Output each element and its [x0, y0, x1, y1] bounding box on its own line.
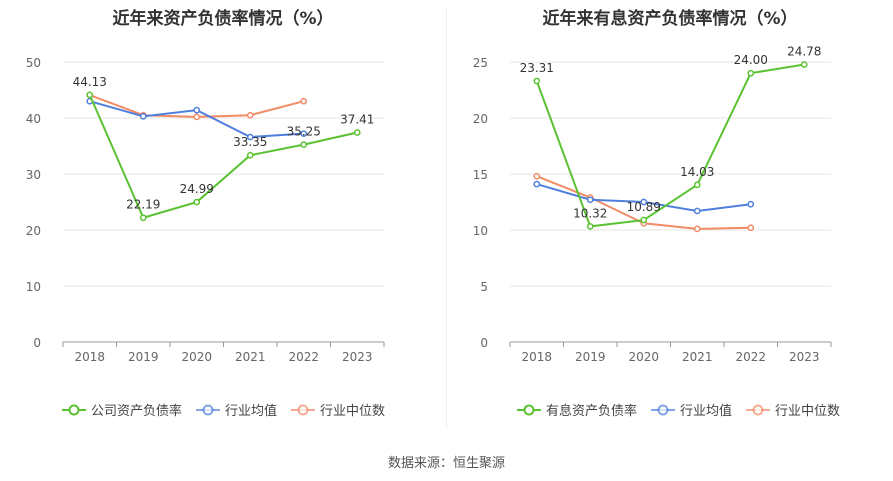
data-point	[640, 216, 648, 224]
series-line	[88, 94, 358, 219]
data-point	[533, 77, 541, 85]
legend-item[interactable]: 行业中位数	[746, 404, 840, 419]
data-point	[86, 91, 94, 99]
y-tick-label: 15	[473, 168, 488, 182]
data-label: 33.35	[233, 135, 267, 149]
y-tick-label: 20	[473, 112, 488, 126]
data-label: 35.25	[287, 125, 321, 139]
x-tick-label: 2022	[735, 350, 766, 364]
data-point	[300, 141, 308, 148]
data-label: 24.00	[734, 53, 768, 67]
data-label: 10.89	[627, 200, 661, 214]
x-tick-label: 2022	[288, 350, 319, 364]
data-point	[640, 198, 648, 206]
data-point	[586, 196, 594, 204]
data-point	[193, 113, 201, 121]
data-point	[747, 69, 755, 77]
data-point	[693, 207, 701, 215]
x-tick-label: 2020	[181, 350, 212, 364]
x-tick-label: 2018	[521, 350, 552, 364]
legend-item[interactable]: 行业均值	[196, 403, 277, 419]
legend-item[interactable]: 公司资产负债率	[62, 403, 182, 419]
chart-title: 近年来资产负债率情况（%）	[112, 9, 334, 29]
data-point	[353, 129, 361, 136]
data-point	[747, 200, 755, 208]
chart-title: 近年来有息资产负债率情况（%）	[542, 9, 798, 29]
data-point	[693, 225, 701, 233]
y-tick-label: 0	[33, 336, 41, 350]
y-tick-label: 50	[26, 56, 41, 70]
legend-marker-icon	[68, 404, 80, 416]
legend-marker-icon	[297, 404, 309, 416]
legend-label: 行业中位数	[775, 404, 840, 419]
legend-label: 行业均值	[225, 403, 277, 419]
series-line	[535, 63, 805, 228]
data-label: 24.78	[787, 44, 821, 58]
data-label: 10.32	[573, 206, 607, 220]
data-point	[800, 61, 808, 68]
legend-label: 行业中位数	[320, 404, 385, 419]
data-point	[300, 97, 308, 105]
x-tick-label: 2023	[342, 350, 373, 364]
chart-left-plot: 0 10 20 30 40 50 2018 2019 2020 2021 2022 2023 44.13…	[26, 56, 385, 419]
data-label: 24.99	[180, 182, 214, 196]
chart-right: 近年来有息资产负债率情况（%） 0 5 10 15 20 25 2018 2019 2020 20…	[447, 0, 893, 440]
data-label: 37.41	[340, 113, 374, 127]
legend-item[interactable]: 行业中位数	[291, 404, 385, 419]
legend-marker-icon	[752, 404, 764, 416]
x-tick-label: 2019	[128, 350, 159, 364]
y-tick-label: 25	[473, 56, 488, 70]
data-point	[533, 172, 541, 180]
data-point	[246, 151, 254, 159]
legend-item[interactable]: 行业均值	[651, 403, 732, 419]
panel-divider	[446, 8, 447, 428]
chart-left: 近年来资产负债率情况（%） 0 10 20 30 40 50 2018 2019 2020 202…	[0, 0, 446, 440]
data-point	[193, 106, 201, 114]
legend-marker-icon	[523, 404, 535, 416]
data-source: 数据来源：恒生聚源	[387, 456, 505, 471]
data-point	[533, 180, 541, 188]
legend-item[interactable]: 有息资产负债率	[517, 403, 637, 419]
data-label: 44.13	[73, 75, 107, 89]
x-tick-label: 2023	[789, 350, 820, 364]
legend-label: 公司资产负债率	[91, 403, 182, 419]
x-tick-label: 2018	[74, 350, 105, 364]
data-point	[193, 198, 201, 206]
legend-label: 有息资产负债率	[546, 403, 637, 419]
chart-right-plot: 0 5 10 15 20 25 2018 2019 2020 2021 2022 2023 23.31 1…	[473, 44, 840, 419]
y-tick-label: 10	[473, 224, 488, 238]
data-point	[139, 112, 147, 120]
y-tick-label: 40	[26, 112, 41, 126]
data-point	[246, 111, 254, 119]
x-tick-label: 2019	[575, 350, 606, 364]
data-point	[300, 130, 308, 138]
data-point	[246, 133, 254, 141]
x-tick-label: 2021	[235, 350, 266, 364]
y-tick-label: 20	[26, 224, 41, 238]
data-point	[586, 223, 594, 230]
legend-label: 行业均值	[680, 403, 732, 419]
data-point	[747, 224, 755, 232]
y-tick-label: 0	[480, 336, 488, 350]
data-point	[693, 181, 701, 189]
data-point	[139, 214, 147, 222]
x-tick-label: 2021	[682, 350, 713, 364]
legend-marker-icon	[657, 404, 669, 416]
data-label: 22.19	[126, 198, 160, 212]
y-tick-label: 30	[26, 168, 41, 182]
legend-marker-icon	[202, 404, 214, 416]
data-label: 14.03	[680, 165, 714, 179]
y-tick-label: 5	[480, 280, 488, 294]
x-tick-label: 2020	[628, 350, 659, 364]
y-tick-label: 10	[26, 280, 41, 294]
data-label: 23.31	[520, 61, 554, 75]
